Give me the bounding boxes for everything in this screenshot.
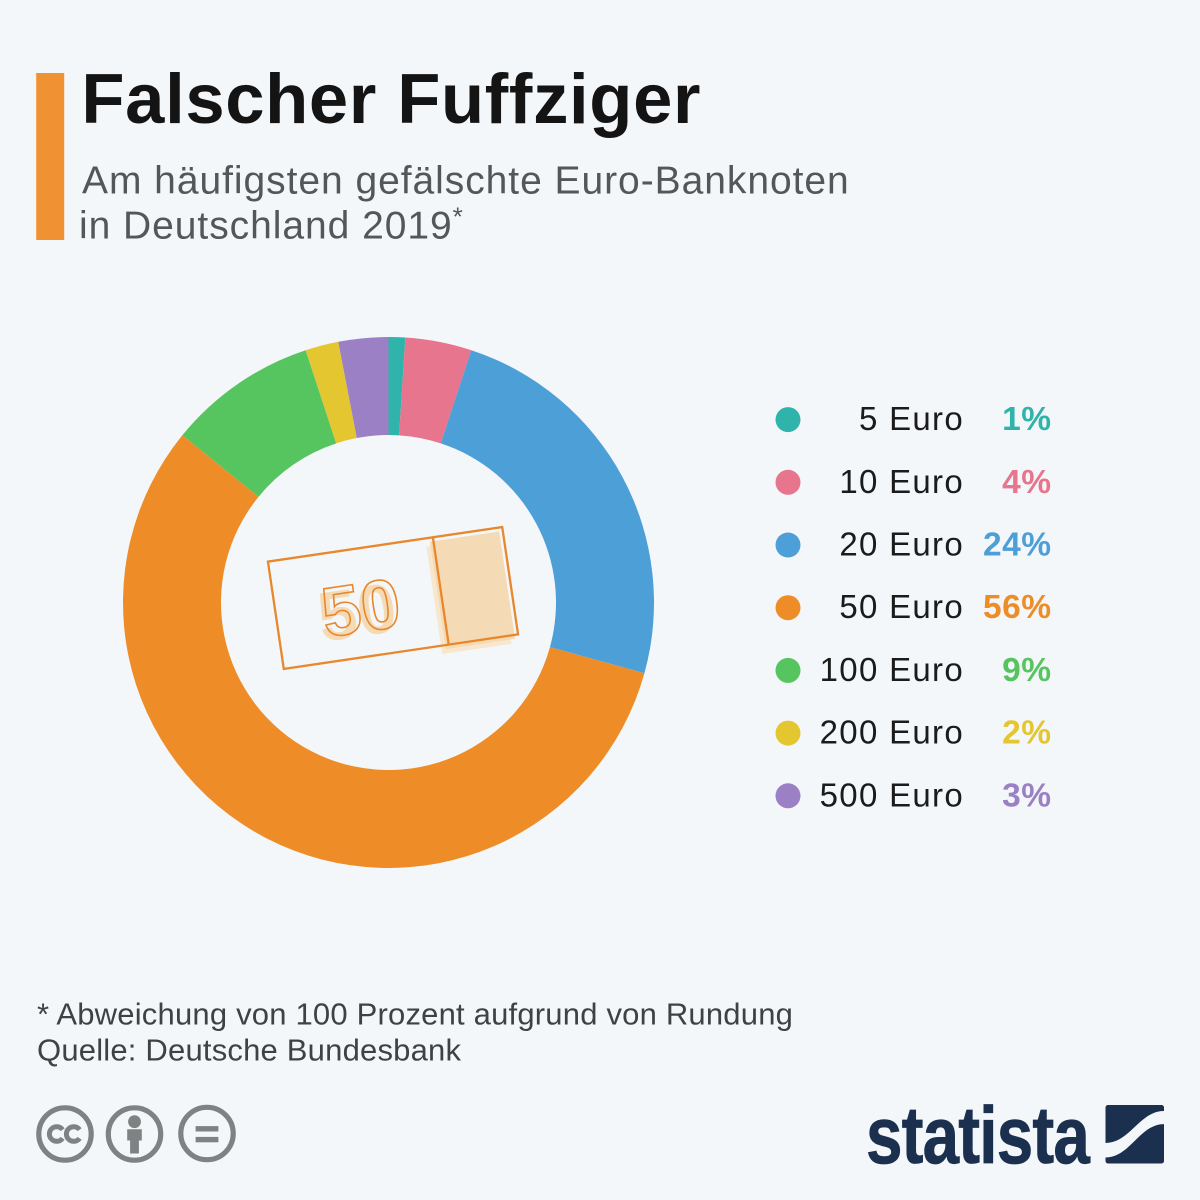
svg-text:1%: 1%	[1002, 401, 1051, 438]
svg-text:5 Euro: 5 Euro	[859, 400, 964, 437]
svg-text:500 Euro: 500 Euro	[820, 776, 964, 813]
svg-text:20 Euro: 20 Euro	[839, 526, 964, 563]
svg-text:3%: 3%	[1002, 777, 1051, 814]
svg-text:9%: 9%	[1002, 652, 1051, 689]
svg-text:100 Euro: 100 Euro	[820, 651, 964, 688]
svg-text:200 Euro: 200 Euro	[820, 714, 964, 751]
svg-text:50: 50	[316, 563, 405, 652]
svg-text:50: 50	[313, 568, 402, 657]
svg-text:4%: 4%	[1002, 464, 1051, 501]
svg-text:Falscher Fuffziger: Falscher Fuffziger	[81, 59, 701, 138]
svg-text:* Abweichung von 100 Prozent a: * Abweichung von 100 Prozent aufgrund vo…	[37, 997, 793, 1032]
svg-text:24%: 24%	[983, 527, 1052, 564]
svg-text:Am häufigsten gefälschte Euro-: Am häufigsten gefälschte Euro-Banknoten	[82, 159, 850, 202]
svg-text:56%: 56%	[983, 589, 1052, 626]
svg-text:statista: statista	[866, 1091, 1091, 1181]
svg-text:Quelle: Deutsche Bundesbank: Quelle: Deutsche Bundesbank	[37, 1033, 461, 1068]
svg-text:10 Euro: 10 Euro	[839, 463, 964, 500]
svg-text:in Deutschland 2019*: in Deutschland 2019*	[79, 201, 463, 247]
svg-text:50 Euro: 50 Euro	[839, 588, 964, 625]
svg-text:2%: 2%	[1002, 715, 1051, 752]
